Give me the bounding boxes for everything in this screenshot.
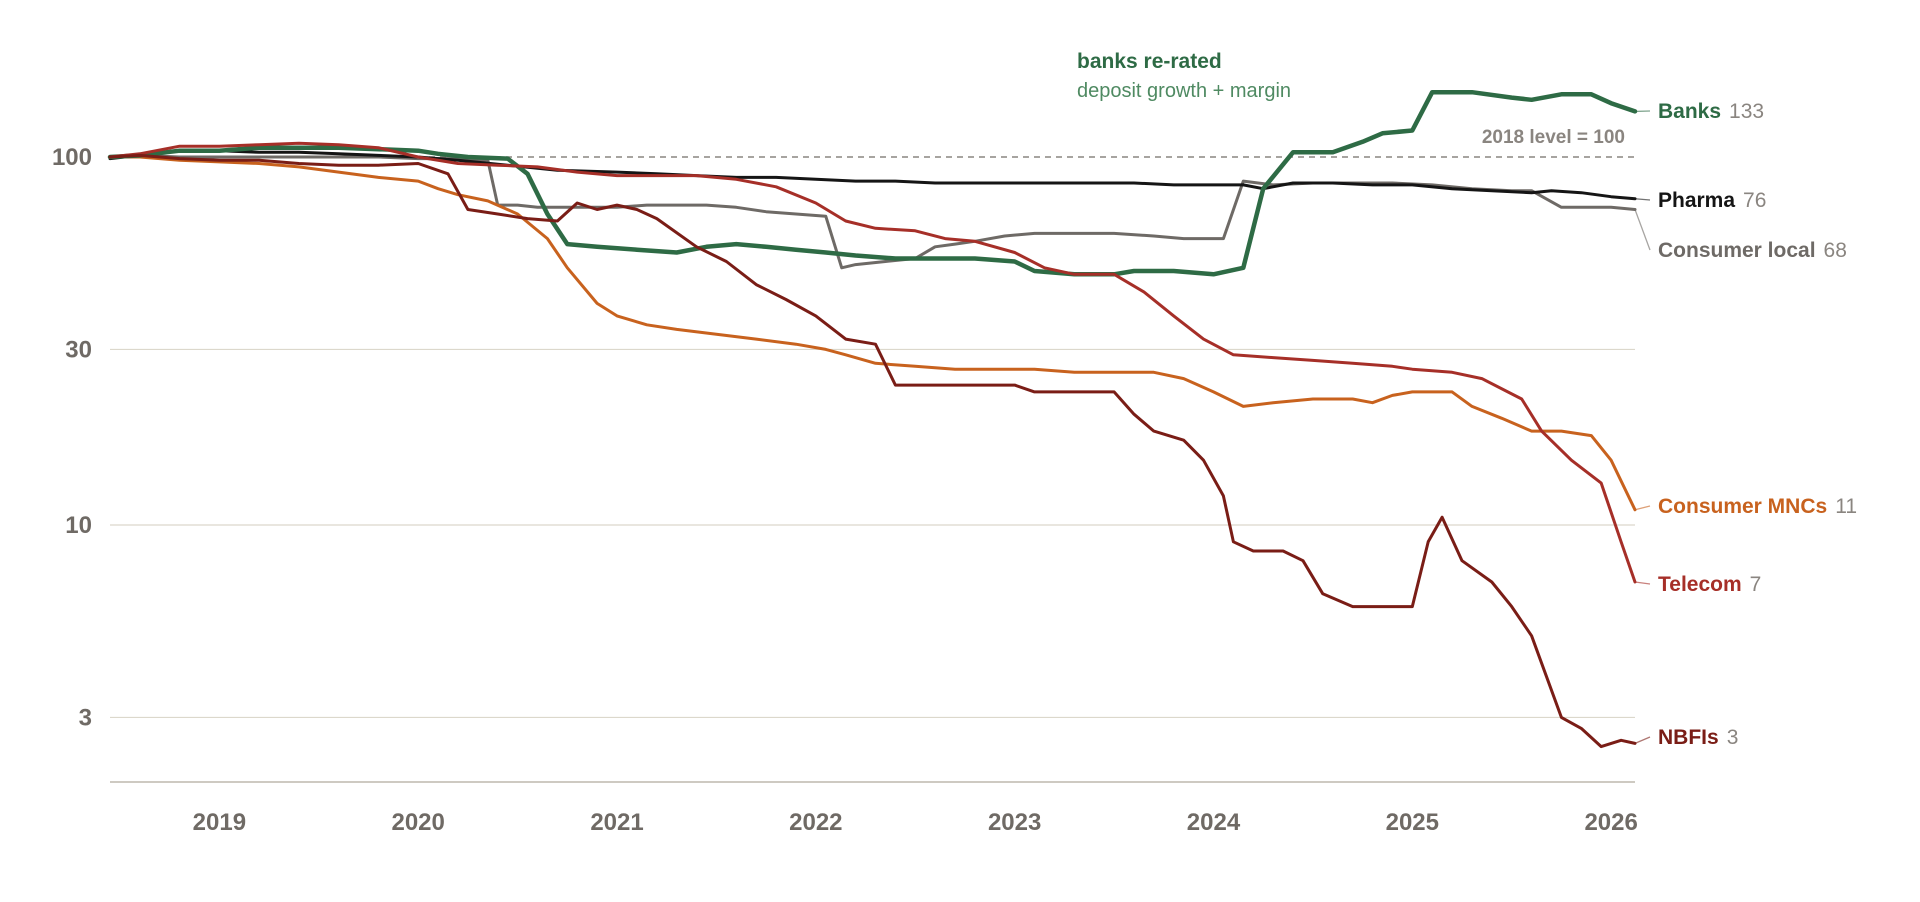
series-name: Consumer MNCs (1658, 495, 1827, 518)
x-tick-label: 2019 (193, 809, 246, 836)
end-label-leader (1634, 505, 1651, 511)
x-tick-label: 2022 (789, 809, 842, 836)
series-end-value: 76 (1743, 189, 1766, 212)
reference-line-label: 2018 level = 100 (1482, 127, 1625, 148)
series-layer (107, 89, 1638, 749)
grid-layer (110, 348, 1635, 783)
series-name: Consumer local (1658, 239, 1816, 262)
series-line-pharma (108, 149, 1637, 201)
series-end-value: 68 (1824, 239, 1847, 262)
y-tick-label: 3 (79, 704, 92, 731)
end-labels-layer: Consumer local 68 Pharma 76 Consumer MNCs 11 B… (1634, 100, 1857, 749)
end-label-leader (1634, 198, 1651, 201)
series-name: Pharma (1658, 189, 1735, 212)
end-label-consumer-mncs: Consumer MNCs 11 (1658, 495, 1857, 518)
end-label-consumer-local: Consumer local 68 (1658, 239, 1847, 262)
x-tick-label: 2020 (391, 809, 444, 836)
end-label-nbfis: NBFIs 3 (1658, 726, 1738, 749)
series-name: Banks (1658, 100, 1721, 123)
x-tick-label: 2026 (1584, 809, 1637, 836)
end-label-leader (1634, 736, 1651, 744)
x-tick-label: 2021 (590, 809, 643, 836)
end-label-telecom: Telecom 7 (1658, 573, 1761, 596)
series-end-value: 133 (1729, 100, 1764, 123)
series-name: NBFIs (1658, 726, 1719, 749)
y-tick-label: 10 (65, 512, 92, 539)
annotation-title: banks re-rated (1077, 50, 1222, 73)
end-label-leader (1634, 581, 1651, 585)
tick-labels-layer: 100 30 10 3 2019 2020 2021 2022 2023 2024 2025 2026 (52, 144, 1638, 836)
annotation-subtitle: deposit growth + margin (1077, 80, 1291, 102)
x-tick-label: 2024 (1187, 809, 1241, 836)
x-tick-label: 2023 (988, 809, 1041, 836)
series-line-nbfis (108, 153, 1637, 749)
y-tick-label: 100 (52, 144, 92, 171)
end-label-leader (1634, 209, 1651, 251)
series-line-consumer-mncs (108, 155, 1637, 512)
series-name: Telecom (1658, 573, 1742, 596)
end-label-pharma: Pharma 76 (1658, 189, 1766, 212)
end-label-banks: Banks 133 (1658, 100, 1764, 123)
series-end-value: 11 (1835, 495, 1857, 518)
y-tick-label: 30 (65, 336, 92, 363)
series-line-banks (107, 89, 1638, 277)
x-tick-label: 2025 (1386, 809, 1439, 836)
series-line-telecom (108, 141, 1637, 584)
series-end-value: 3 (1727, 726, 1739, 749)
series-end-value: 7 (1750, 573, 1762, 596)
